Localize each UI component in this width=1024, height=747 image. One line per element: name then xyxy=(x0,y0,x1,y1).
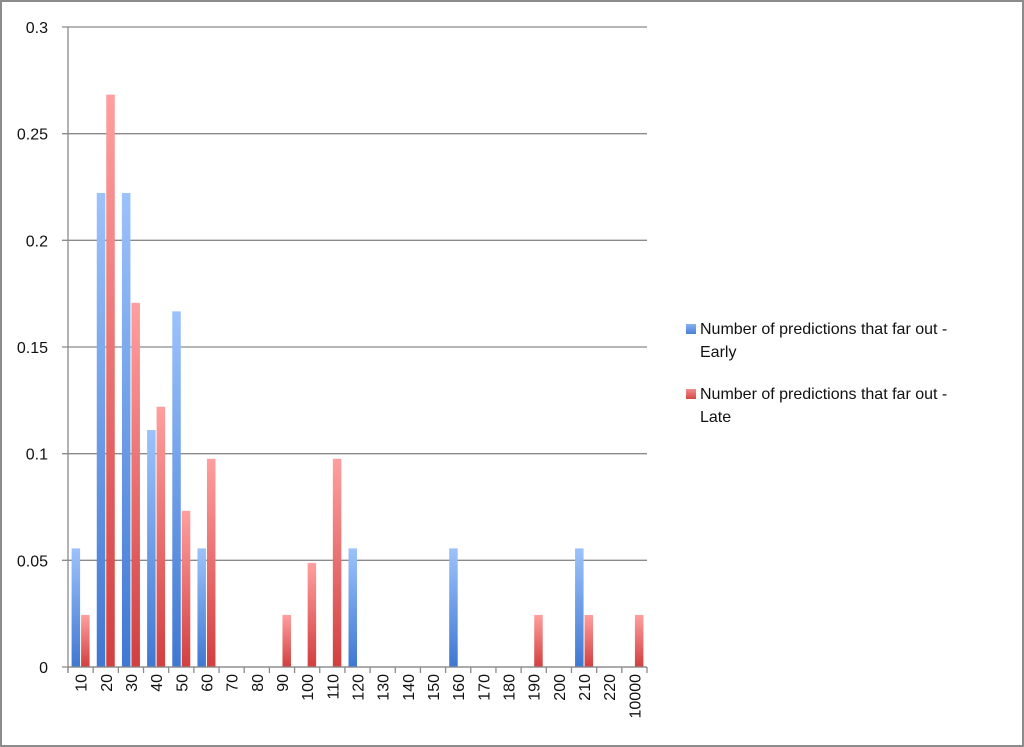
y-tick-label: 0 xyxy=(39,660,48,677)
bar-late xyxy=(131,302,140,667)
axes xyxy=(67,27,648,673)
x-tick-label: 60 xyxy=(199,674,216,692)
x-tick-label: 110 xyxy=(325,674,342,700)
x-tick-label: 130 xyxy=(376,674,393,701)
bar-late xyxy=(282,614,291,667)
x-tick-label: 90 xyxy=(275,674,292,692)
legend-label-early-line1: Number of predictions that far out - xyxy=(700,321,948,338)
bar-late xyxy=(156,406,166,667)
legend-label-late-line2: Late xyxy=(700,409,732,426)
x-tick-label: 160 xyxy=(451,674,468,701)
x-tick-label: 30 xyxy=(124,674,141,692)
x-tick-label: 80 xyxy=(250,674,267,692)
bar-early xyxy=(96,192,106,667)
x-tick-label: 200 xyxy=(552,674,569,701)
y-tick-label: 0.1 xyxy=(26,447,48,464)
y-axis-tick-labels: 0 0.05 0.1 0.15 0.2 0.25 0.3 xyxy=(17,20,48,677)
legend-swatch-late-icon xyxy=(686,389,696,399)
bar-late xyxy=(634,614,644,667)
y-tick-label: 0.2 xyxy=(26,233,48,250)
x-tick-label: 210 xyxy=(577,674,594,701)
y-tick-label: 0.3 xyxy=(26,20,48,37)
bar-series xyxy=(71,94,644,668)
bar-late xyxy=(206,458,216,667)
bar-late xyxy=(181,510,191,667)
legend-swatch-early-icon xyxy=(686,324,696,334)
bar-late xyxy=(106,94,115,668)
legend-item-early: Number of predictions that far out - Ear… xyxy=(686,318,1016,364)
y-tick-label: 0.05 xyxy=(17,553,48,570)
bar-early xyxy=(172,311,181,667)
bar-early xyxy=(71,548,81,667)
bar-early xyxy=(575,548,584,667)
x-tick-label: 50 xyxy=(174,674,191,692)
x-tick-label: 170 xyxy=(476,674,493,701)
bar-early xyxy=(348,548,357,667)
x-tick-label: 40 xyxy=(149,674,166,692)
x-tick-label: 140 xyxy=(401,674,418,701)
x-tick-label: 190 xyxy=(527,674,544,701)
legend-label-late-line1: Number of predictions that far out - xyxy=(700,386,948,403)
x-tick-label: 10000 xyxy=(627,674,644,719)
x-tick-label: 20 xyxy=(99,674,116,692)
bar-early xyxy=(449,548,458,667)
x-axis-tick-labels: 10 20 30 40 50 60 70 80 90 100 110 120 130 140 150 160 1… xyxy=(74,674,645,719)
y-tick-label: 0.15 xyxy=(17,340,48,357)
legend-item-late: Number of predictions that far out - Lat… xyxy=(686,383,1016,429)
bar-late xyxy=(534,614,543,667)
x-tick-label: 150 xyxy=(426,674,443,701)
bar-early xyxy=(121,192,131,667)
legend: Number of predictions that far out - Ear… xyxy=(686,318,1016,448)
x-tick-label: 70 xyxy=(225,674,242,692)
x-tick-label: 10 xyxy=(74,674,91,692)
legend-label-early-line2: Early xyxy=(700,344,737,361)
bar-late xyxy=(332,458,342,667)
bar-late xyxy=(81,614,90,667)
x-tick-label: 120 xyxy=(351,674,368,701)
x-tick-label: 220 xyxy=(602,674,619,701)
bar-late xyxy=(584,614,594,667)
x-tick-label: 100 xyxy=(300,674,317,701)
bar-early xyxy=(147,429,156,667)
y-tick-label: 0.25 xyxy=(17,127,48,144)
bar-late xyxy=(307,562,317,667)
bar-early xyxy=(197,548,206,667)
x-tick-label: 180 xyxy=(502,674,519,701)
